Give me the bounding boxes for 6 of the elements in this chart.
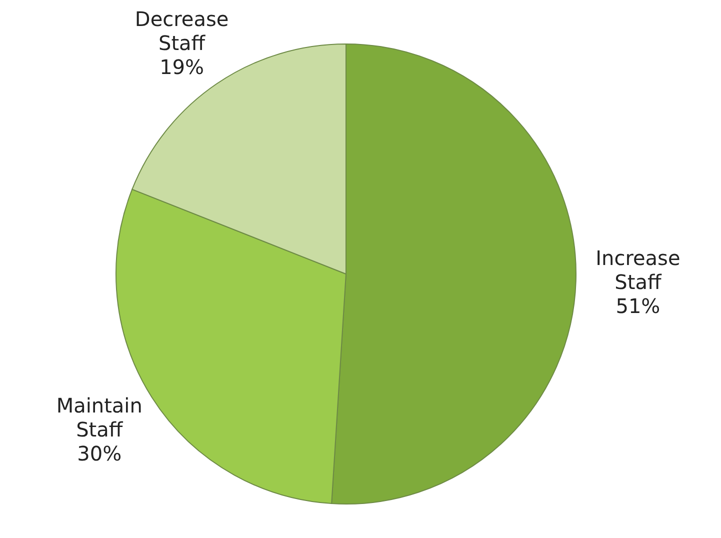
data-label: 51% — [616, 294, 660, 318]
slice-label: Increase Staff — [596, 246, 680, 294]
slice-label: Maintain Staff — [56, 394, 142, 442]
data-label: 30% — [77, 442, 122, 466]
data-label: 19% — [160, 55, 204, 79]
slice-label: Decrease Staff — [134, 7, 229, 55]
